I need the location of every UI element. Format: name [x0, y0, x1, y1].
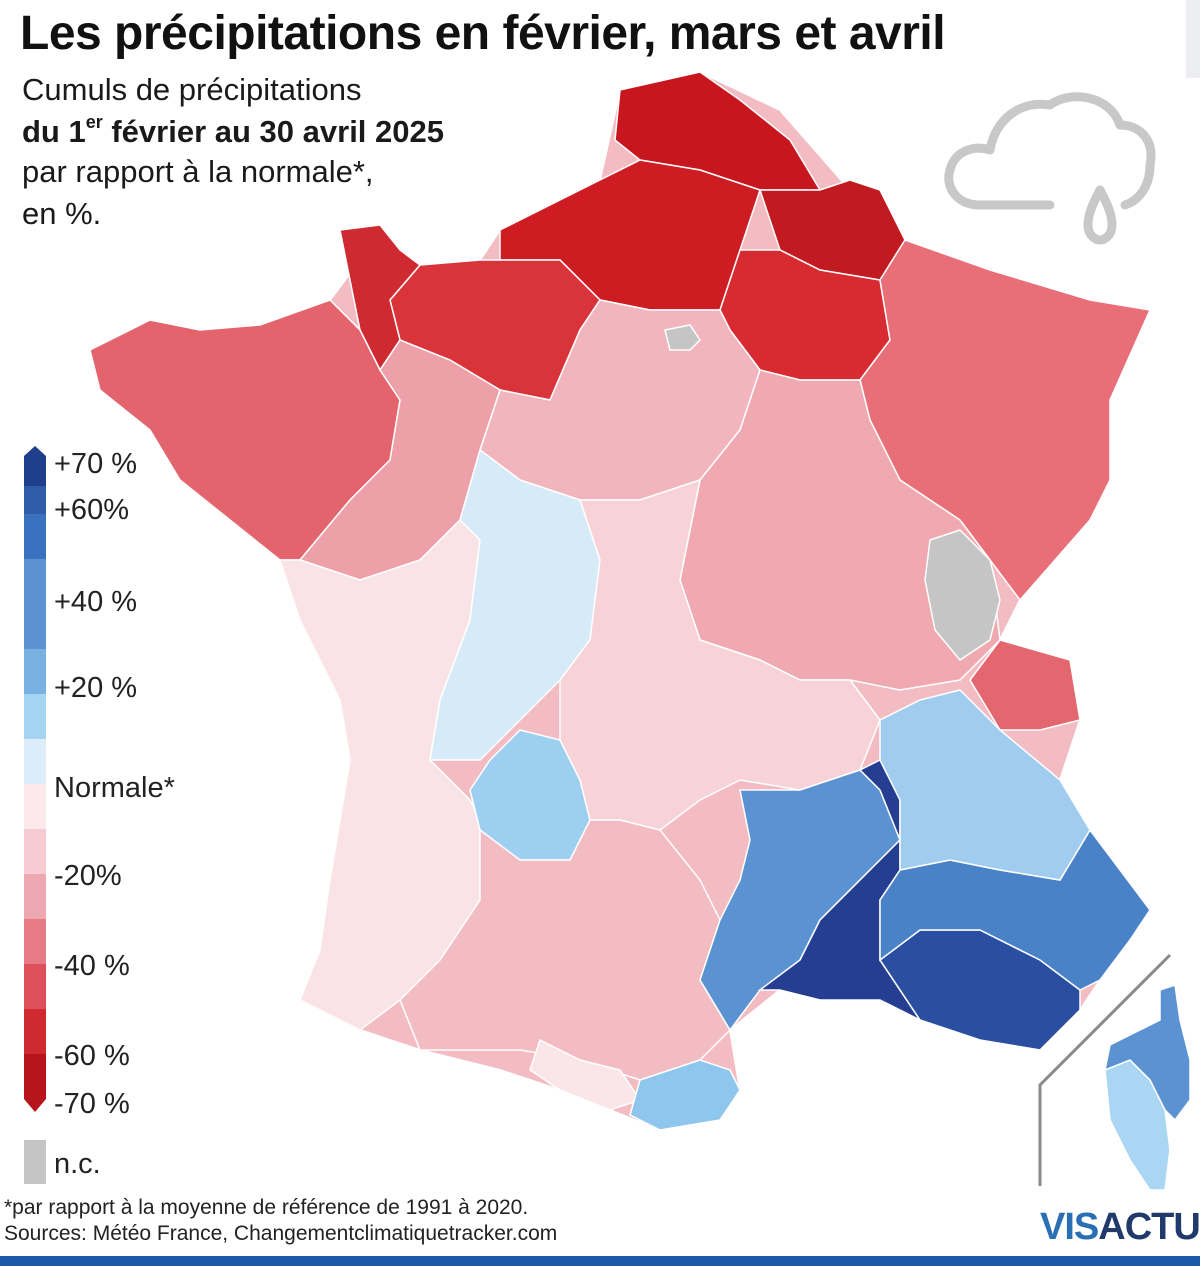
legend-swatch [24, 964, 46, 1009]
legend-swatch [24, 1009, 46, 1054]
legend-swatch [24, 739, 46, 784]
subtitle-line1: Cumuls de précipitations [22, 72, 362, 107]
legend-swatch [24, 784, 46, 829]
bottom-bar [0, 1256, 1200, 1266]
subtitle-line2-a: du 1 [22, 114, 86, 149]
subtitle-line2-sup: er [85, 112, 103, 132]
subtitle-line3: par rapport à la normale*, [22, 154, 374, 189]
footnote: *par rapport à la moyenne de référence d… [4, 1196, 529, 1219]
visactu-logo: VISACTU [1040, 1206, 1200, 1249]
region-jura [924, 529, 1001, 661]
rain-cloud-icon [944, 92, 1156, 245]
legend-swatch [24, 604, 46, 649]
legend-swatch [24, 486, 46, 514]
region-paris [664, 324, 701, 351]
subtitle-line2: du 1er février au 30 avril 2025 [22, 112, 444, 150]
legend-label-plus40: +40 % [54, 586, 138, 618]
region-isere-savoie [879, 689, 1091, 881]
corsica-inset-frame [1038, 953, 1172, 1186]
region-cotentin [339, 224, 422, 372]
logo-part1: VIS [1040, 1206, 1099, 1248]
legend-label-minus40: -40 % [54, 950, 130, 982]
legend-label-normale: Normale* [54, 772, 175, 804]
legend-swatch [24, 694, 46, 739]
region-haute-savoie [969, 639, 1081, 731]
legend-label-minus70: -70 % [54, 1088, 130, 1120]
region-ariege [529, 1038, 642, 1111]
corner-decoration [1186, 0, 1200, 78]
legend-label-minus20: -20% [54, 860, 122, 892]
page-title: Les précipitations en février, mars et a… [20, 7, 946, 60]
legend-swatch [24, 919, 46, 964]
legend-label-plus20: +20 % [54, 672, 138, 704]
legend-top-arrow [24, 446, 46, 456]
region-pyrenees-orientales [629, 1059, 741, 1131]
subtitle-line4: en %. [22, 196, 102, 231]
legend-label-minus60: -60 % [54, 1040, 130, 1072]
legend-swatch [24, 874, 46, 919]
subtitle-line2-b: février au 30 avril 2025 [102, 114, 444, 149]
legend-color-scale [24, 446, 46, 1184]
legend-label-plus60: +60% [54, 494, 129, 526]
legend-label-nc: n.c. [54, 1148, 101, 1180]
sources: Sources: Météo France, Changementclimati… [4, 1222, 558, 1245]
region-occitanie [399, 819, 731, 1081]
legend-label-plus70: +70 % [54, 448, 138, 480]
legend-swatch [24, 649, 46, 694]
legend-swatch [24, 559, 46, 604]
legend-bottom-arrow [24, 1099, 46, 1112]
legend-swatch [24, 456, 46, 486]
legend-swatch [24, 1054, 46, 1099]
legend-swatch-nc [24, 1140, 46, 1184]
legend-swatch [24, 514, 46, 559]
region-auvergne [559, 478, 881, 831]
region-haute-corse [1103, 984, 1191, 1122]
logo-part2: ACTU [1098, 1206, 1200, 1248]
legend-swatch [24, 829, 46, 874]
